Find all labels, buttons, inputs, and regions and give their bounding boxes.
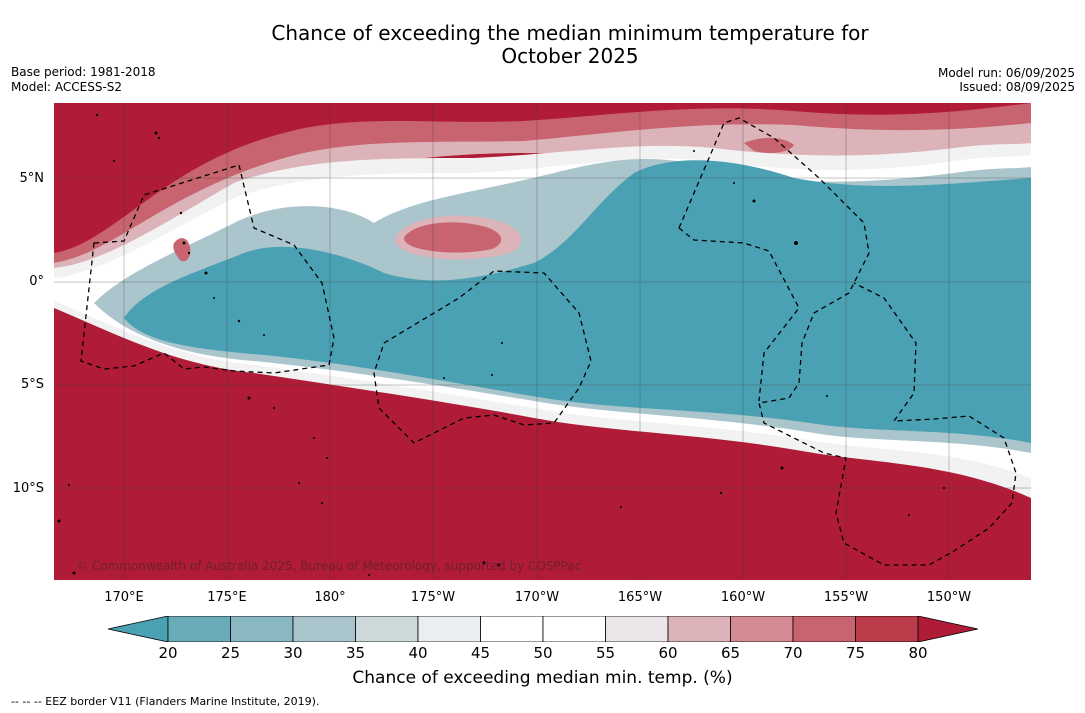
lon-label-155w: 155°W (823, 590, 869, 605)
warm-patch-inner (404, 222, 502, 253)
colorbar-segment (480, 616, 544, 642)
colorbar-max-arrow (917, 616, 978, 642)
colorbar-segment (792, 616, 856, 642)
colorbar-tick-label: 45 (470, 644, 491, 662)
meta-right: Model run: 06/09/2025 Issued: 08/09/2025 (938, 66, 1075, 94)
colorbar-segment (730, 616, 794, 642)
colorbar-segment (855, 616, 919, 642)
graticule (54, 103, 1031, 580)
lon-label-175e: 175°E (207, 590, 247, 605)
eez-border-east-inner (678, 227, 800, 402)
base-period: Base period: 1981-2018 (11, 65, 156, 79)
lon-label-170w: 170°W (514, 590, 560, 605)
lon-label-180: 180° (314, 590, 346, 605)
colorbar-segment (167, 616, 231, 642)
colorbar-segment (230, 616, 294, 642)
warm-spot-north (744, 137, 794, 153)
warm-spot-west (173, 238, 191, 262)
colorbar-segment (417, 616, 481, 642)
lat-label-10s: 10°S (12, 481, 44, 496)
colorbar-tick-label: 35 (345, 644, 366, 662)
colorbar-tick-label: 70 (783, 644, 803, 662)
colorbar-tick-label: 60 (658, 644, 678, 662)
lon-label-165w: 165°W (617, 590, 663, 605)
colorbar-tick-label: 65 (720, 644, 741, 662)
issued-date: Issued: 08/09/2025 (959, 80, 1075, 94)
forecast-map (54, 103, 1031, 580)
model-name: Model: ACCESS-S2 (11, 80, 123, 94)
model-run: Model run: 06/09/2025 (937, 66, 1075, 80)
eez-borders (80, 117, 1017, 566)
lon-label-175w: 175°W (410, 590, 456, 605)
colorbar-segment (667, 616, 731, 642)
colorbar-segment (542, 616, 606, 642)
colorbar-tick-label: 25 (220, 644, 241, 662)
colorbar (108, 616, 978, 642)
eez-border-central (373, 270, 592, 444)
lon-label-170e: 170°E (104, 590, 144, 605)
colorbar-tick-label: 20 (158, 644, 178, 662)
map-title: Chance of exceeding the median minimum t… (0, 22, 1085, 68)
colorbar-label: Chance of exceeding median min. temp. (%… (352, 668, 733, 688)
colorbar-segment (605, 616, 669, 642)
low-probability-region (124, 160, 1031, 443)
colorbar-tick-label: 40 (408, 644, 428, 662)
islands (57, 113, 945, 576)
colorbar-tick-label: 80 (908, 644, 928, 662)
colorbar-tick-label: 30 (283, 644, 303, 662)
copyright-notice: © Commonwealth of Australia 2025, Bureau… (76, 559, 582, 573)
colorbar-tick-label: 55 (595, 644, 616, 662)
eez-border-east (678, 117, 1017, 566)
eez-border-west (80, 164, 335, 374)
colorbar-segment (292, 616, 356, 642)
lat-label-5n: 5°N (19, 171, 45, 186)
eez-legend-note: -- -- -- EEZ border V11 (Flanders Marine… (11, 695, 320, 708)
colorbar-segment (355, 616, 419, 642)
title-line-2: October 2025 (501, 44, 639, 68)
lat-label-5s: 5°S (20, 377, 44, 392)
colorbar-tick-label: 50 (533, 644, 553, 662)
colorbar-segments (167, 616, 919, 642)
lon-label-160w: 160°W (720, 590, 766, 605)
meta-left: Base period: 1981-2018 Model: ACCESS-S2 (11, 65, 156, 95)
title-line-1: Chance of exceeding the median minimum t… (271, 21, 869, 45)
lat-label-equator: 0° (29, 274, 44, 289)
lon-label-150w: 150°W (926, 590, 972, 605)
colorbar-tick-label: 75 (845, 644, 866, 662)
colorbar-min-arrow (108, 616, 169, 642)
